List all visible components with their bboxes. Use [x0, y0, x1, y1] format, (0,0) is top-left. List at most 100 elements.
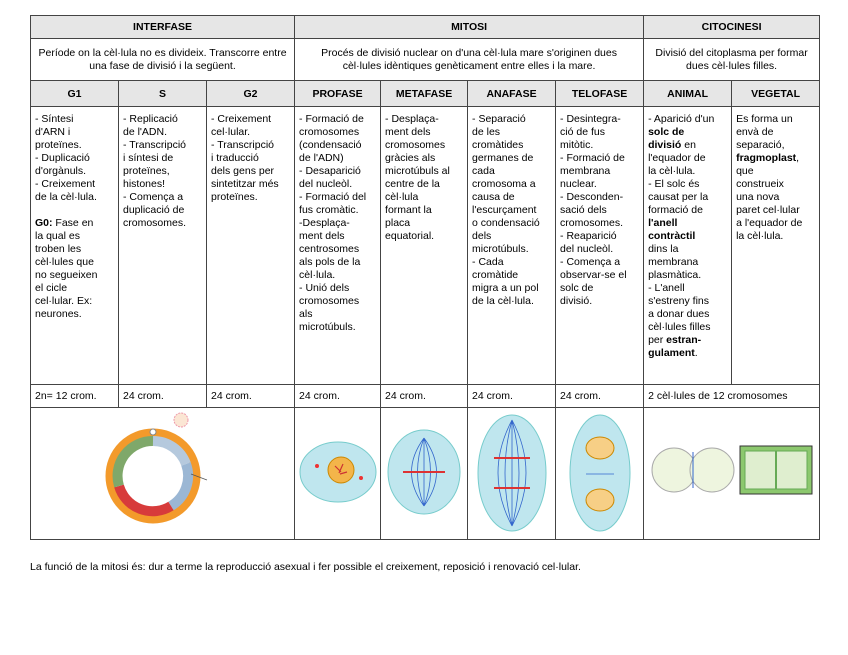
- text-line: a donar dues: [648, 308, 710, 320]
- group-title: MITOSI: [294, 15, 645, 39]
- text-line: - L'anell: [648, 282, 685, 294]
- text-line: la cèl·lula.: [736, 230, 784, 242]
- chromosome-count: 24 crom.: [467, 384, 557, 408]
- text-line: - Desconden-: [560, 191, 624, 203]
- text-line: centre de la: [385, 178, 440, 190]
- text-line: sació dels: [560, 204, 607, 216]
- text-line: cromosomes: [385, 139, 446, 151]
- text-line: de la cèl·lula.: [472, 295, 534, 307]
- phase-header: TELOFASE: [555, 80, 645, 107]
- text-line: cèl·lula: [385, 191, 419, 203]
- text-line: contràctil: [648, 230, 728, 243]
- icon: [173, 412, 189, 428]
- chromosome-count: 2n= 12 crom.: [30, 384, 119, 408]
- phase-header: VEGETAL: [731, 80, 821, 107]
- text-line: cèl·lules filles: [648, 321, 711, 333]
- paragraph: - Creixement cel·lular. - Transcripció i tr…: [211, 113, 291, 204]
- text-line: sintetitzar més: [211, 178, 279, 190]
- paragraph: - Desplaça-ment dels cromosomes gràcies al…: [385, 113, 464, 243]
- cell: [689, 447, 735, 493]
- text-line: proteïnes.: [211, 191, 258, 203]
- text-line: d'orgànuls.: [35, 165, 87, 177]
- text-line: del nucleòl.: [299, 178, 353, 190]
- cell: [569, 414, 631, 532]
- text-line: d'ARN i: [35, 126, 71, 138]
- description-row: Període on la cèl·lula no es divideix. T…: [29, 38, 821, 81]
- text-run: ,: [796, 152, 800, 164]
- count-row: 2n= 12 crom. 24 crom. 24 crom. 24 crom. 24 c…: [30, 384, 821, 408]
- text-line: als pols de la: [299, 256, 361, 268]
- paragraph: - Aparició d'un solc de divisió en l'equado…: [648, 113, 728, 360]
- text-line: de la cèl·lula.: [35, 191, 97, 203]
- text-line: no segueixen: [35, 269, 98, 281]
- phase-header: S: [118, 80, 207, 107]
- text-line: observar-se el: [560, 269, 627, 281]
- image-cell: [294, 407, 382, 540]
- text-line: cromosoma a: [472, 178, 536, 190]
- text-line: plasmàtica.: [648, 269, 702, 281]
- text-line: membrana: [560, 165, 611, 177]
- text-line: construeix: [736, 178, 784, 190]
- bold-run: fragmoplast: [736, 152, 797, 164]
- group-description: Procés de divisió nuclear on d'una cèl·l…: [294, 38, 645, 81]
- text-run: per: [648, 334, 667, 346]
- text-line: per estran-: [648, 334, 728, 347]
- telophase-image: [569, 414, 631, 532]
- text-line: gràcies als: [385, 152, 436, 164]
- text-line: la cèl·lula.: [648, 165, 696, 177]
- nucleus: [585, 488, 615, 512]
- text-line: - Comença a: [123, 191, 184, 203]
- text-line: germanes de: [472, 152, 534, 164]
- group-title: INTERFASE: [29, 15, 296, 39]
- text-line: cel·lular. Ex:: [35, 295, 93, 307]
- text-line: envà de: [736, 126, 774, 138]
- group-description: Període on la cèl·lula no es divideix. T…: [29, 38, 296, 81]
- phase-content: - Replicació de l'ADN. - Transcripció i sín…: [118, 106, 207, 385]
- text-line: separació,: [736, 139, 785, 151]
- text-line: - Creixement: [211, 113, 272, 125]
- text-line: cromosomes.: [123, 217, 187, 229]
- text-line: - Transcripció: [123, 139, 187, 151]
- group-description: Divisió del citoplasma per formar dues c…: [643, 38, 821, 81]
- text-line: microtúbuls.: [299, 321, 356, 333]
- text-line: membrana: [648, 256, 699, 268]
- text-line: formant la: [385, 204, 432, 216]
- text-line: cromosomes: [299, 295, 360, 307]
- text-line: - Desplaça-: [385, 113, 439, 125]
- text-line: i traducció: [211, 152, 259, 164]
- text-line: divisió.: [560, 295, 593, 307]
- text-line: proteïnes,: [123, 165, 170, 177]
- centrosome: [359, 476, 364, 480]
- text-line: l'escurçament: [472, 204, 537, 216]
- paragraph: - Desintegra-ció de fus mitòtic. - Formaci…: [560, 113, 640, 308]
- text-line: G0: Fase en: [35, 217, 115, 230]
- phase-header: ANAFASE: [467, 80, 557, 107]
- text-line: - Cada: [472, 256, 504, 268]
- segment: [168, 462, 194, 511]
- text-line: - Síntesi: [35, 113, 74, 125]
- image-cell: [467, 407, 557, 540]
- text-line: - Aparició d'un: [648, 113, 715, 125]
- text-line: -Desplaça-: [299, 217, 350, 229]
- text-line: nuclear.: [560, 178, 597, 190]
- image-cell: [29, 407, 296, 540]
- cell-cycle-table: INTERFASE MITOSI CITOCINESI Període on l…: [29, 15, 821, 540]
- text-line: gulament.: [648, 347, 728, 360]
- text-line: - Creixement: [35, 178, 96, 190]
- text-line: - Transcripció: [211, 139, 275, 151]
- text-line: - El solc és: [648, 178, 700, 190]
- metaphase-image: [387, 429, 461, 515]
- text-run: .: [694, 347, 698, 359]
- segment: [152, 435, 191, 466]
- text-line: del nucleòl.: [560, 243, 614, 255]
- nucleus: [585, 436, 615, 460]
- text-line: de l'ADN.: [123, 126, 168, 138]
- text-line: duplicació de: [123, 204, 185, 216]
- text-line: ció de fus: [560, 126, 605, 138]
- centrosome: [315, 464, 320, 468]
- pointer: [190, 473, 208, 481]
- anaphase-image: [477, 414, 547, 532]
- chromatids: [494, 457, 531, 489]
- text-line: cèl·lula.: [299, 269, 336, 281]
- cell-cycle-diagram: [105, 412, 208, 524]
